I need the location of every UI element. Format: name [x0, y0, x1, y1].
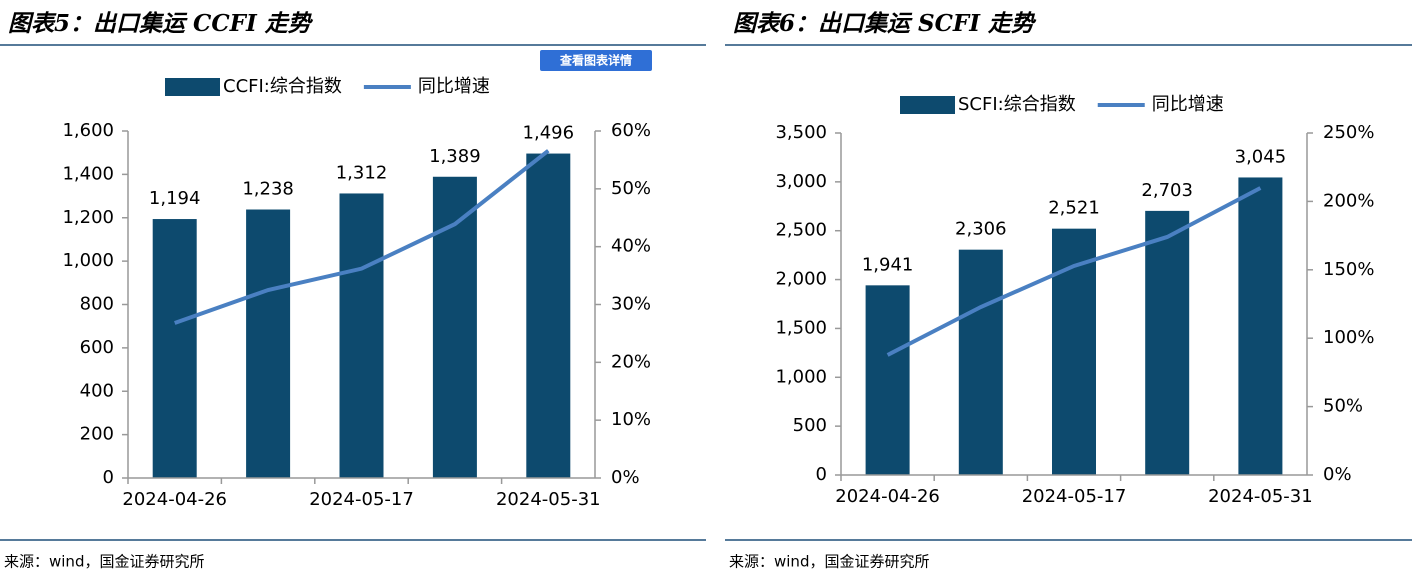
detail-button[interactable]	[540, 50, 652, 71]
bar-value-label: 1,941	[862, 254, 914, 275]
y2-tick-label: 0%	[1323, 464, 1352, 485]
y-tick-label: 1,500	[775, 317, 827, 338]
bar	[958, 249, 1003, 475]
legend-label: 同比增速	[418, 76, 490, 97]
y-tick-label: 400	[80, 380, 114, 401]
y-tick-label: 1,000	[62, 250, 114, 271]
y-tick-label: 0	[103, 467, 114, 488]
bar-value-label: 3,045	[1235, 146, 1287, 167]
y2-tick-label: 20%	[611, 351, 651, 372]
y-tick-label: 1,600	[62, 120, 114, 141]
bar	[246, 209, 291, 479]
bar	[339, 193, 384, 478]
bar-value-label: 2,306	[955, 219, 1007, 240]
detail-button-label[interactable]: 查看图表详情	[559, 53, 632, 68]
y-tick-label: 600	[80, 337, 114, 358]
y2-tick-label: 60%	[611, 120, 651, 141]
legend-label: CCFI:综合指数	[223, 76, 342, 97]
y2-tick-label: 50%	[1323, 396, 1363, 417]
bar	[1052, 228, 1096, 475]
bar-value-label: 2,521	[1048, 198, 1100, 219]
legend-swatch	[900, 96, 955, 114]
bar	[152, 219, 197, 478]
x-tick-label: 2024-05-17	[309, 489, 414, 510]
bar	[432, 176, 477, 478]
y-tick-label: 1,200	[62, 207, 114, 228]
x-tick-label: 2024-04-26	[835, 486, 940, 507]
x-tick-label: 2024-05-31	[1208, 486, 1313, 507]
legend-swatch	[165, 78, 220, 96]
bar-value-label: 1,389	[429, 146, 481, 167]
source: 来源：wind，国金证券研究所	[729, 553, 929, 571]
y-tick-label: 1,000	[775, 366, 827, 387]
source: 来源：wind，国金证券研究所	[4, 553, 204, 571]
y-tick-label: 3,000	[775, 171, 827, 192]
y-tick-label: 800	[80, 294, 114, 315]
bar	[865, 285, 910, 475]
bar-value-label: 1,194	[149, 188, 201, 209]
line	[886, 186, 1262, 357]
y-tick-label: 200	[80, 424, 114, 445]
y-tick-label: 0	[816, 464, 827, 485]
y-tick-label: 2,000	[775, 269, 827, 290]
bar	[1145, 210, 1190, 475]
bar	[526, 153, 571, 478]
y2-tick-label: 200%	[1323, 190, 1374, 211]
chart-title: 图表6：出口集运 SCFI 走势	[733, 10, 1037, 37]
bar	[1238, 177, 1283, 475]
chart-title: 图表5：出口集运 CCFI 走势	[8, 10, 314, 37]
y-tick-label: 1,400	[62, 163, 114, 184]
bar-value-label: 1,312	[336, 162, 388, 183]
y2-tick-label: 250%	[1323, 122, 1374, 143]
y2-tick-label: 150%	[1323, 259, 1374, 280]
y2-tick-label: 50%	[611, 178, 651, 199]
line	[174, 149, 550, 325]
legend-label: 同比增速	[1152, 94, 1224, 115]
y2-tick-label: 30%	[611, 294, 651, 315]
bar-value-label: 1,238	[242, 179, 294, 200]
x-tick-label: 2024-05-17	[1022, 486, 1127, 507]
bar-value-label: 2,703	[1141, 180, 1193, 201]
y-tick-label: 2,500	[775, 220, 827, 241]
y2-tick-label: 40%	[611, 236, 651, 257]
legend-label: SCFI:综合指数	[958, 94, 1076, 115]
y2-tick-label: 0%	[611, 467, 640, 488]
y-tick-label: 500	[793, 415, 827, 436]
y2-tick-label: 100%	[1323, 327, 1374, 348]
x-tick-label: 2024-05-31	[496, 489, 601, 510]
y2-tick-label: 10%	[611, 409, 651, 430]
x-tick-label: 2024-04-26	[122, 489, 227, 510]
bar-value-label: 1,496	[523, 123, 575, 144]
y-tick-label: 3,500	[775, 122, 827, 143]
